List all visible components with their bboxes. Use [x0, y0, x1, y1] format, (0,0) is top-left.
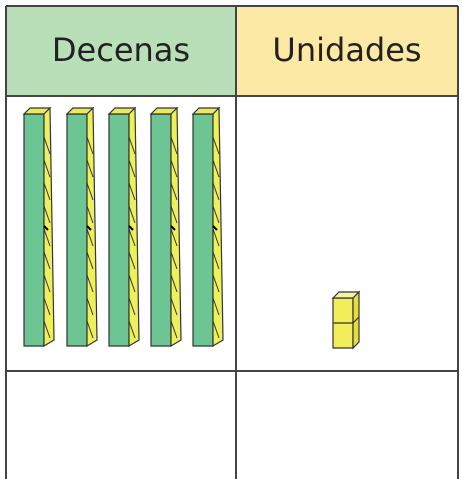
header-unidades-bg	[236, 6, 458, 96]
table-grid	[5, 5, 459, 479]
header-unidades: Unidades	[272, 31, 421, 69]
ten-rods	[23, 107, 224, 347]
header-decenas-bg	[6, 6, 236, 96]
header-decenas: Decenas	[52, 31, 190, 69]
unit-blocks	[331, 290, 361, 350]
